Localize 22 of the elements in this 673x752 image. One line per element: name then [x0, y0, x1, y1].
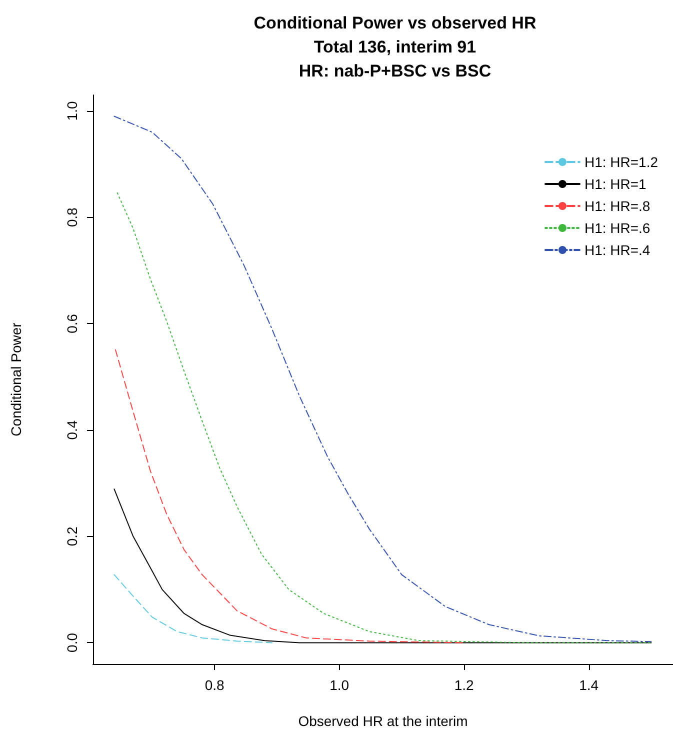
x-tick-label: 0.8	[204, 677, 225, 693]
legend-label: H1: HR=1.2	[584, 154, 658, 170]
chart-title: Conditional Power vs observed HR Total 136, interim 91 HR: nab-P+BSC vs BSC	[254, 14, 536, 80]
y-tick-label: 0.6	[64, 314, 80, 334]
legend-label: H1: HR=1	[584, 176, 647, 192]
x-tick-label: 1.0	[330, 677, 350, 693]
line-series	[114, 488, 652, 644]
y-axis-title: Conditional Power	[8, 322, 24, 436]
y-tick-label: 0.0	[64, 632, 80, 652]
legend-label: H1: HR=.6	[584, 220, 650, 236]
x-axis-title: Observed HR at the interim	[298, 713, 468, 729]
line-series	[116, 192, 652, 644]
y-tick-label: 0.8	[64, 207, 80, 228]
y-tick-label: 1.0	[64, 101, 80, 121]
x-tick-label: 1.2	[454, 677, 474, 693]
y-tick-label: 0.2	[64, 526, 80, 546]
y-tick-label: 0.4	[64, 420, 80, 440]
line-series	[114, 349, 465, 644]
line-series	[114, 574, 272, 644]
x-tick-label: 1.4	[579, 677, 599, 693]
legend-label: H1: HR=.8	[584, 198, 650, 214]
legend-label: H1: HR=.4	[584, 242, 650, 258]
